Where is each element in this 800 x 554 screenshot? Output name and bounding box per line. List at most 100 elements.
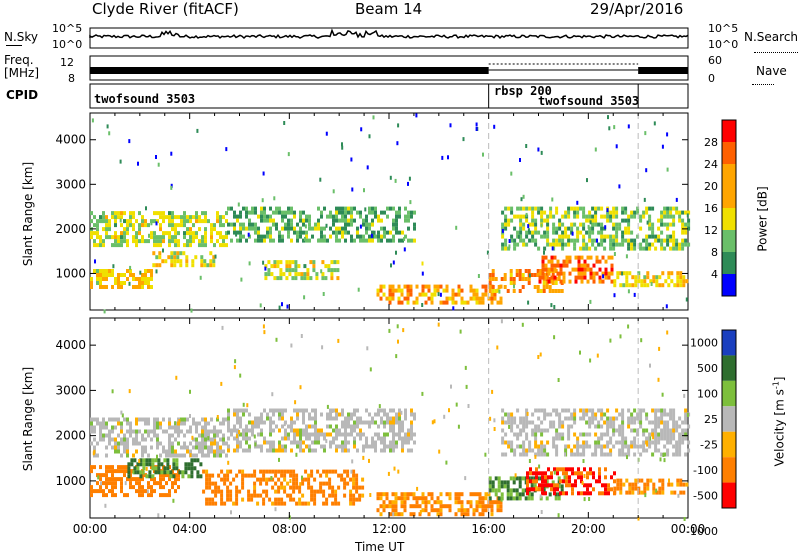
range-gate-cell xyxy=(259,493,263,498)
range-gate-cell xyxy=(317,206,320,211)
range-gate-cell xyxy=(114,215,117,220)
range-gate-cell xyxy=(657,448,661,453)
range-gate-cell xyxy=(591,412,595,417)
range-gate-cell xyxy=(281,408,284,413)
range-gate-cell xyxy=(654,416,658,421)
range-gate-cell xyxy=(141,437,144,442)
range-gate-cell xyxy=(567,424,571,429)
range-gate-cell xyxy=(433,500,437,505)
range-gate-cell xyxy=(624,444,628,449)
range-gate-cell xyxy=(512,277,516,281)
range-gate-cell xyxy=(196,470,200,475)
range-gate-cell xyxy=(114,449,117,454)
range-gate-cell xyxy=(248,444,251,449)
range-gate-cell xyxy=(595,271,599,276)
range-gate-cell xyxy=(171,239,174,244)
range-gate-cell xyxy=(525,234,529,239)
range-gate-cell xyxy=(555,448,559,453)
range-gate-cell xyxy=(132,485,135,490)
range-gate-cell xyxy=(111,481,114,486)
range-gate-cell xyxy=(531,222,535,227)
range-gate-cell xyxy=(556,467,559,472)
range-gate-cell xyxy=(145,474,149,479)
range-gate-cell xyxy=(494,277,498,281)
range-gate-cell xyxy=(138,429,141,434)
range-gate-cell xyxy=(567,210,571,215)
range-gate-cell xyxy=(609,238,613,243)
range-gate-cell xyxy=(174,481,177,486)
range-gate-cell xyxy=(242,226,245,231)
range-gate-cell xyxy=(129,219,132,224)
range-gate-cell xyxy=(594,147,597,152)
range-gate-cell xyxy=(553,305,556,309)
range-gate-cell xyxy=(493,427,496,431)
range-gate-cell xyxy=(501,222,505,227)
range-gate-cell xyxy=(288,268,292,273)
range-gate-cell xyxy=(598,279,602,284)
range-gate-cell xyxy=(646,478,650,483)
range-gate-cell xyxy=(245,210,248,215)
scatter-band xyxy=(264,260,340,281)
range-gate-cell xyxy=(657,436,661,441)
range-gate-cell xyxy=(347,424,350,429)
range-gate-cell xyxy=(520,197,523,202)
range-gate-cell xyxy=(540,452,544,457)
range-gate-cell xyxy=(529,467,532,472)
range-gate-cell xyxy=(543,210,547,215)
range-gate-cell xyxy=(394,178,397,183)
range-gate-cell xyxy=(359,436,362,441)
range-gate-cell xyxy=(547,483,550,488)
range-gate-cell xyxy=(577,263,581,268)
range-gate-cell xyxy=(606,234,610,239)
range-gate-cell xyxy=(397,284,401,289)
range-gate-cell xyxy=(613,471,616,476)
range-gate-cell xyxy=(171,481,174,486)
range-gate-cell xyxy=(394,508,398,513)
range-gate-cell xyxy=(308,424,311,429)
range-gate-cell xyxy=(686,413,689,417)
range-gate-cell xyxy=(120,429,123,434)
range-gate-cell xyxy=(205,485,209,490)
range-gate-cell xyxy=(120,239,123,244)
range-gate-cell xyxy=(341,214,344,219)
range-gate-cell xyxy=(669,440,673,445)
range-gate-cell xyxy=(222,243,225,248)
range-gate-cell xyxy=(400,500,404,505)
range-gate-cell xyxy=(219,421,222,426)
range-gate-cell xyxy=(123,211,126,216)
range-gate-cell xyxy=(319,489,323,494)
range-gate-cell xyxy=(283,422,286,427)
range-gate-cell xyxy=(325,439,328,444)
range-gate-cell xyxy=(472,508,476,513)
colorbar-swatch xyxy=(722,380,736,407)
range-gate-cell xyxy=(633,214,637,219)
range-gate-cell xyxy=(102,473,105,478)
range-gate-cell xyxy=(246,403,249,408)
range-gate-cell xyxy=(666,428,670,433)
range-gate-cell xyxy=(564,234,568,239)
range-gate-cell xyxy=(111,389,114,394)
range-gate-cell xyxy=(210,223,213,228)
range-gate-cell xyxy=(386,432,389,437)
range-gate-cell xyxy=(263,436,266,441)
range-gate-cell xyxy=(678,210,682,215)
range-gate-cell xyxy=(332,428,335,433)
range-gate-cell xyxy=(567,226,571,231)
range-gate-cell xyxy=(553,483,556,488)
range-gate-cell xyxy=(293,230,296,235)
range-gate-cell xyxy=(368,134,371,139)
range-gate-cell xyxy=(657,432,661,437)
range-gate-cell xyxy=(469,288,473,293)
range-gate-cell xyxy=(302,432,305,437)
range-gate-cell xyxy=(582,444,586,449)
range-gate-cell xyxy=(230,238,233,243)
range-gate-cell xyxy=(542,285,546,289)
range-gate-cell xyxy=(396,141,399,146)
range-gate-cell xyxy=(138,477,141,482)
range-gate-cell xyxy=(666,432,670,437)
range-gate-cell xyxy=(362,218,365,223)
range-gate-cell xyxy=(144,417,147,422)
range-gate-cell xyxy=(522,194,525,199)
range-gate-cell xyxy=(582,214,586,219)
range-gate-cell xyxy=(183,223,186,228)
